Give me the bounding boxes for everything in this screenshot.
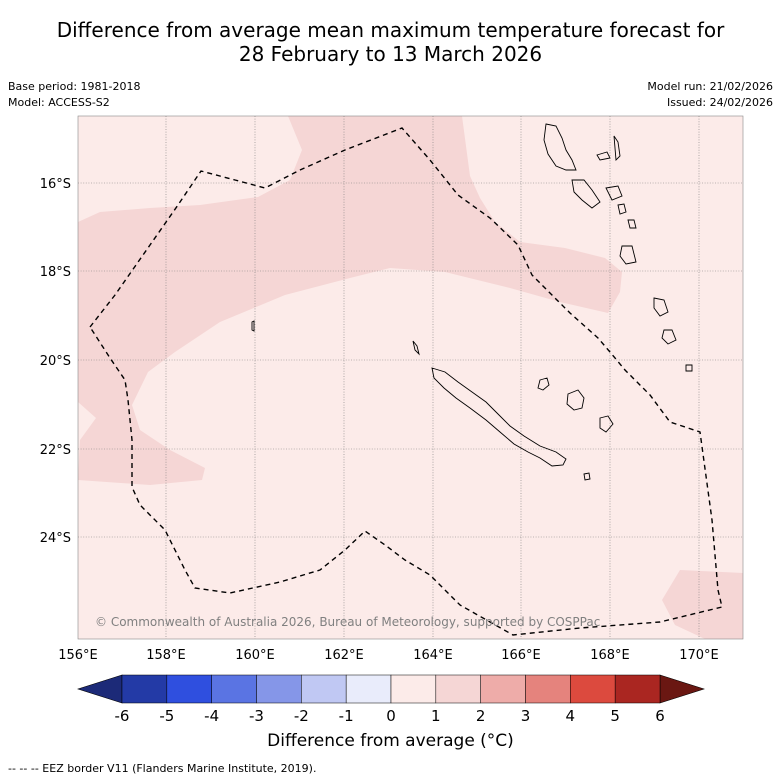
graticule bbox=[78, 116, 743, 639]
colorbar-tick-label: 3 bbox=[521, 707, 531, 725]
belep-islands bbox=[412, 340, 420, 356]
new-caledonia-main-island bbox=[431, 367, 567, 467]
eez-border bbox=[89, 127, 723, 636]
lat-label-24s: 24°S bbox=[40, 531, 71, 546]
colorbar-swatch--3-to--2 bbox=[256, 674, 302, 704]
colorbar-tick-label: -4 bbox=[204, 707, 219, 725]
espiritu-santo bbox=[543, 123, 577, 171]
copyright-notice: © Commonwealth of Australia 2026, Bureau… bbox=[95, 615, 600, 629]
base-period: Base period: 1981-2018 bbox=[8, 80, 141, 93]
colorbar-tick-label: 2 bbox=[476, 707, 486, 725]
colorbar-swatch-1-to-2 bbox=[435, 674, 481, 704]
colorbar-swatch--6-to--5 bbox=[121, 674, 168, 704]
colorbar-swatch--4-to--3 bbox=[211, 674, 257, 704]
model-run: Model run: 21/02/2026 bbox=[647, 80, 773, 93]
colorbar-tick-label: -5 bbox=[159, 707, 174, 725]
colorbar-title: Difference from average (°C) bbox=[267, 731, 514, 751]
ambae bbox=[596, 151, 611, 161]
lon-label-156e: 156°E bbox=[58, 648, 98, 663]
ambrym-epi bbox=[605, 185, 623, 201]
colorbar-tick-label: 0 bbox=[386, 707, 396, 725]
colorbar-tick-label: -1 bbox=[339, 707, 354, 725]
tanna bbox=[653, 297, 669, 317]
lifou bbox=[566, 389, 585, 411]
colorbar-swatch-4-to-5 bbox=[570, 674, 616, 704]
colorbar-tick-label: -3 bbox=[249, 707, 264, 725]
land-outlines bbox=[251, 123, 693, 481]
colorbar: -6 -5 -4 -3 -2 -1 0 1 2 3 4 5 6 bbox=[77, 674, 705, 725]
lon-label-158e: 158°E bbox=[146, 648, 186, 663]
colorbar-under-arrow bbox=[77, 674, 123, 704]
aneityum bbox=[661, 329, 677, 345]
colorbar-swatch--2-to--1 bbox=[301, 674, 347, 704]
colorbar-swatch-5-to-6 bbox=[614, 674, 661, 704]
lat-label-16s: 16°S bbox=[40, 177, 71, 192]
anomaly-region-north-band bbox=[78, 116, 622, 485]
colorbar-tick-label: 4 bbox=[566, 707, 576, 725]
colorbar-tick-label: 5 bbox=[610, 707, 620, 725]
lon-label-168e: 168°E bbox=[590, 648, 630, 663]
shepherd-islands bbox=[627, 219, 637, 229]
loyalty-east-islet bbox=[685, 364, 693, 372]
title-line-1: Difference from average mean maximum tem… bbox=[56, 18, 725, 42]
colorbar-swatch--1-to-0 bbox=[345, 674, 392, 704]
lat-label-20s: 20°S bbox=[40, 354, 71, 369]
lon-label-164e: 164°E bbox=[413, 648, 453, 663]
meta-right: Model run: 21/02/2026 Issued: 24/02/2026 bbox=[647, 79, 773, 111]
mare bbox=[599, 415, 614, 433]
lat-label-18s: 18°S bbox=[40, 265, 71, 280]
colorbar-tick-label: 6 bbox=[655, 707, 665, 725]
colorbar-swatch-3-to-4 bbox=[525, 674, 571, 704]
colorbar-tick-label: 1 bbox=[431, 707, 441, 725]
latitude-labels: 16°S 18°S 20°S 22°S 24°S bbox=[40, 177, 71, 546]
efate-area bbox=[617, 203, 627, 215]
lon-label-166e: 166°E bbox=[501, 648, 541, 663]
eez-legend-note: -- -- -- EEZ border V11 (Flanders Marine… bbox=[8, 762, 317, 775]
maewo-pentecost bbox=[613, 135, 621, 162]
map-title: Difference from average mean maximum tem… bbox=[0, 18, 781, 66]
map-frame bbox=[77, 115, 744, 640]
issued-date: Issued: 24/02/2026 bbox=[666, 96, 773, 109]
model-name: Model: ACCESS-S2 bbox=[8, 96, 110, 109]
colorbar-tick-label: -6 bbox=[115, 707, 130, 725]
chesterfield-islet bbox=[251, 320, 255, 332]
colorbar-swatch-0-to-1 bbox=[390, 674, 437, 704]
erromango bbox=[619, 245, 637, 265]
title-line-2: 28 February to 13 March 2026 bbox=[238, 42, 543, 66]
isle-of-pines bbox=[583, 472, 591, 481]
anomaly-region-southeast bbox=[662, 570, 743, 639]
ouvea bbox=[537, 377, 550, 391]
colorbar-over-arrow bbox=[659, 674, 705, 704]
colorbar-swatch--5-to--4 bbox=[166, 674, 212, 704]
lon-label-170e: 170°E bbox=[679, 648, 719, 663]
lat-label-22s: 22°S bbox=[40, 443, 71, 458]
meta-left: Base period: 1981-2018 Model: ACCESS-S2 bbox=[8, 79, 140, 111]
longitude-labels: 156°E 158°E 160°E 162°E 164°E 166°E 168°… bbox=[58, 648, 719, 663]
colorbar-swatch-2-to-3 bbox=[480, 674, 526, 704]
lon-label-160e: 160°E bbox=[235, 648, 275, 663]
lon-label-162e: 162°E bbox=[324, 648, 364, 663]
colorbar-tick-label: -2 bbox=[294, 707, 309, 725]
malekula bbox=[571, 179, 601, 209]
